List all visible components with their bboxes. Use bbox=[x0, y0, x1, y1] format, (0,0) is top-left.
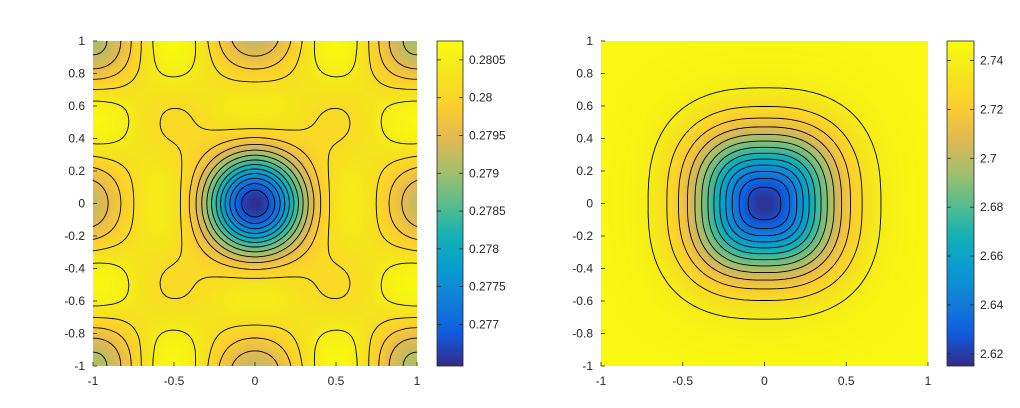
colorbar-tick-label: 0.2805 bbox=[469, 53, 506, 67]
y-tick-label: -0.8 bbox=[572, 327, 593, 341]
colorbar-1 bbox=[437, 41, 463, 366]
contour-lines-2 bbox=[647, 87, 882, 320]
y-tick-label: -0.4 bbox=[64, 262, 85, 276]
x-tick-label: 0 bbox=[761, 374, 768, 388]
colorbar-tick-label: 2.66 bbox=[980, 249, 1004, 263]
y-tick-label: 0.4 bbox=[576, 132, 593, 146]
colorbar-frame bbox=[436, 40, 464, 367]
colorbar-tick-label: 0.278 bbox=[469, 242, 499, 256]
contour-level bbox=[719, 158, 810, 249]
colorbar-tick-label: 0.279 bbox=[469, 166, 499, 180]
heatmap-image-1 bbox=[93, 41, 417, 366]
colorbar-tick-label: 0.28 bbox=[469, 91, 493, 105]
contour-level bbox=[229, 177, 281, 230]
colorbar-tick-label: 2.68 bbox=[980, 200, 1004, 214]
y-tick-label: -1 bbox=[582, 359, 593, 373]
x-tick-label: 0.5 bbox=[328, 374, 345, 388]
contour-level bbox=[738, 177, 791, 230]
y-tick-label: -0.6 bbox=[572, 294, 593, 308]
y-tick-label: -0.8 bbox=[64, 327, 85, 341]
contour-level bbox=[725, 164, 804, 243]
colorbar-frame bbox=[946, 40, 975, 367]
contour-level bbox=[92, 40, 418, 367]
colorbar-2 bbox=[947, 41, 974, 366]
colorbar-tick-label: 2.62 bbox=[980, 347, 1004, 361]
colorbar-tick-label: 0.2785 bbox=[469, 204, 506, 218]
y-tick-label: 0 bbox=[78, 197, 85, 211]
contour-level bbox=[92, 40, 418, 367]
y-tick-label: -0.6 bbox=[64, 294, 85, 308]
axes-1: -1 -0.5 0 0.5 1 1 0.8 0.6 0.4 0.2 0 -0.2 -0.4 -0.6 -0.… bbox=[64, 34, 420, 388]
contour-level bbox=[92, 40, 418, 367]
y-tick-label: 0.6 bbox=[68, 99, 85, 113]
contour-level bbox=[686, 126, 843, 281]
contour-level bbox=[206, 154, 304, 253]
colorbar-tick-label: 0.2775 bbox=[469, 280, 506, 294]
contour-level bbox=[92, 40, 418, 367]
y-tick-label: 0.4 bbox=[68, 132, 85, 146]
x-tick-label: 1 bbox=[414, 374, 421, 388]
contour-level bbox=[92, 40, 418, 367]
colorbar-tick-label: 0.277 bbox=[469, 317, 499, 331]
x-tick-label: -0.5 bbox=[164, 374, 185, 388]
colorbar-tick-label: 2.74 bbox=[980, 54, 1004, 68]
contour-level bbox=[666, 106, 863, 301]
panel-2: -1 -0.5 0 0.5 1 1 0.8 0.6 0.4 0.2 0 -0.2 -0.4 -0.6 -0.… bbox=[572, 34, 1003, 388]
contour-level bbox=[241, 189, 269, 218]
y-tick-label: -0.4 bbox=[572, 262, 593, 276]
y-tick-label: -0.2 bbox=[64, 229, 85, 243]
y-tick-label: 1 bbox=[78, 34, 85, 48]
panel-1: -1 -0.5 0 0.5 1 1 0.8 0.6 0.4 0.2 0 -0.2 -0.4 -0.6 -0.… bbox=[64, 34, 506, 388]
y-tick-label: 0 bbox=[586, 197, 593, 211]
contour-level bbox=[694, 133, 835, 274]
heatmap-image-2 bbox=[601, 41, 928, 366]
y-tick-label: -0.2 bbox=[572, 229, 593, 243]
colorbar-tick-label: 2.72 bbox=[980, 102, 1004, 116]
contour-level bbox=[234, 183, 276, 224]
y-tick-label: 1 bbox=[586, 34, 593, 48]
colorbar-tick-label: 2.64 bbox=[980, 298, 1004, 312]
y-tick-label: 0.8 bbox=[68, 67, 85, 81]
contour-level bbox=[647, 87, 882, 320]
contour-level bbox=[215, 164, 295, 243]
y-tick-label: 0.6 bbox=[576, 99, 593, 113]
y-tick-label: -1 bbox=[74, 359, 85, 373]
x-tick-label: 0 bbox=[252, 374, 259, 388]
x-tick-label: -1 bbox=[88, 374, 99, 388]
x-tick-label: 0.5 bbox=[838, 374, 855, 388]
colorbar-tick-label: 0.2795 bbox=[469, 128, 506, 142]
contour-level bbox=[707, 146, 822, 261]
contour-level bbox=[678, 117, 851, 290]
y-tick-label: 0.2 bbox=[68, 164, 85, 178]
colorbar-tick-label: 2.7 bbox=[980, 151, 997, 165]
contour-level bbox=[701, 140, 828, 267]
x-tick-label: 1 bbox=[925, 374, 932, 388]
y-tick-label: 0.8 bbox=[576, 67, 593, 81]
x-tick-label: -0.5 bbox=[672, 374, 693, 388]
contour-lines-1 bbox=[92, 40, 418, 367]
contour-level bbox=[747, 186, 782, 221]
contour-level bbox=[224, 173, 286, 234]
axes-2: -1 -0.5 0 0.5 1 1 0.8 0.6 0.4 0.2 0 -0.2 -0.4 -0.6 -0.… bbox=[572, 34, 931, 388]
x-tick-label: -1 bbox=[596, 374, 607, 388]
contour-level bbox=[220, 168, 290, 239]
contour-level bbox=[211, 159, 299, 248]
contour-level bbox=[731, 170, 798, 237]
contour-level bbox=[713, 152, 816, 255]
y-tick-label: 0.2 bbox=[576, 164, 593, 178]
